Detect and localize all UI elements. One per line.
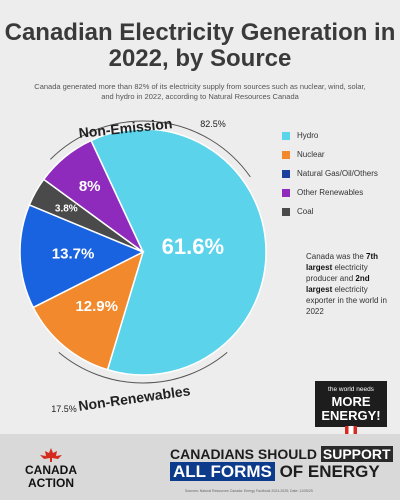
banner-highlight: ALL FORMS — [170, 462, 275, 481]
ranking-note: Canada was the 7th largest electricity p… — [306, 251, 394, 317]
pie-value-label: 12.9% — [75, 298, 118, 315]
pie-slice-other-renewables — [42, 139, 144, 253]
banner-text: CANADIANS SHOULD — [170, 446, 321, 462]
legend-item-hydro: Hydro — [282, 126, 392, 145]
non-renewables-value: 17.5% — [51, 404, 77, 414]
note-text: electricity producer and — [306, 263, 368, 283]
legend-label: Other Renewables — [297, 188, 364, 197]
non-renewables-bracket — [58, 351, 228, 384]
legend-swatch — [282, 169, 290, 178]
banner-highlight: SUPPORT — [320, 446, 393, 462]
legend-swatch — [282, 207, 290, 216]
note-text: Canada was the — [306, 252, 367, 261]
pie-value-label: 61.6% — [162, 234, 224, 259]
pie-slice-hydro — [90, 128, 267, 376]
badge-big-text: ENERGY! — [321, 408, 381, 423]
badge-energy-row: ENERGY! — [315, 409, 387, 435]
banner-text: OF ENERGY — [274, 462, 380, 481]
pie-value-label: 3.8% — [55, 203, 78, 214]
pie-slice-natural-gas-oil-others — [19, 203, 145, 309]
page-subtitle: Canada generated more than 82% of its el… — [34, 82, 366, 101]
legend-item-nuclear: Nuclear — [282, 145, 392, 164]
legend-label: Natural Gas/Oil/Others — [297, 169, 378, 178]
logo-line: CANADA — [25, 463, 77, 477]
legend-label: Nuclear — [297, 150, 325, 159]
legend: Hydro Nuclear Natural Gas/Oil/Others Oth… — [282, 126, 392, 221]
more-energy-badge: the world needs MORE ENERGY! — [315, 381, 387, 434]
legend-label: Coal — [297, 207, 314, 216]
pie-value-label: 13.7% — [52, 246, 95, 263]
maple-leaf-icon — [40, 448, 62, 462]
pie-value-label: 8% — [79, 178, 101, 195]
non-emission-value: 82.5% — [200, 119, 226, 129]
support-banner: CANADIANS SHOULD SUPPORT ALL FORMS OF EN… — [170, 446, 395, 481]
legend-item-gas: Natural Gas/Oil/Others — [282, 164, 392, 183]
legend-swatch — [282, 150, 290, 159]
pie-slice-nuclear — [32, 250, 145, 371]
banner-line: ALL FORMS OF ENERGY — [170, 462, 395, 481]
legend-label: Hydro — [297, 131, 319, 140]
note-bold: 2nd largest — [306, 274, 370, 294]
note-bold: 7th largest — [306, 252, 379, 272]
note-text: electricity exporter in the world in 202… — [306, 285, 387, 316]
source-note: Sources: Natural Resources Canada: Energ… — [185, 489, 313, 493]
non-renewables-label: Non-Renewables — [77, 382, 191, 414]
page-title: Canadian Electricity Generation in 2022,… — [4, 19, 396, 72]
badge-small-text: the world needs — [328, 386, 374, 393]
legend-item-coal: Coal — [282, 202, 392, 221]
logo-line: ACTION — [28, 476, 74, 490]
banner-line: CANADIANS SHOULD SUPPORT — [170, 446, 395, 462]
legend-swatch — [282, 188, 290, 197]
non-emission-bracket — [50, 120, 251, 178]
canada-action-logo: CANADA ACTION — [16, 448, 86, 490]
badge-big-text: MORE — [331, 394, 371, 409]
legend-swatch — [282, 131, 290, 140]
legend-item-other-renewables: Other Renewables — [282, 183, 392, 202]
canada-flag-icon — [345, 425, 357, 434]
